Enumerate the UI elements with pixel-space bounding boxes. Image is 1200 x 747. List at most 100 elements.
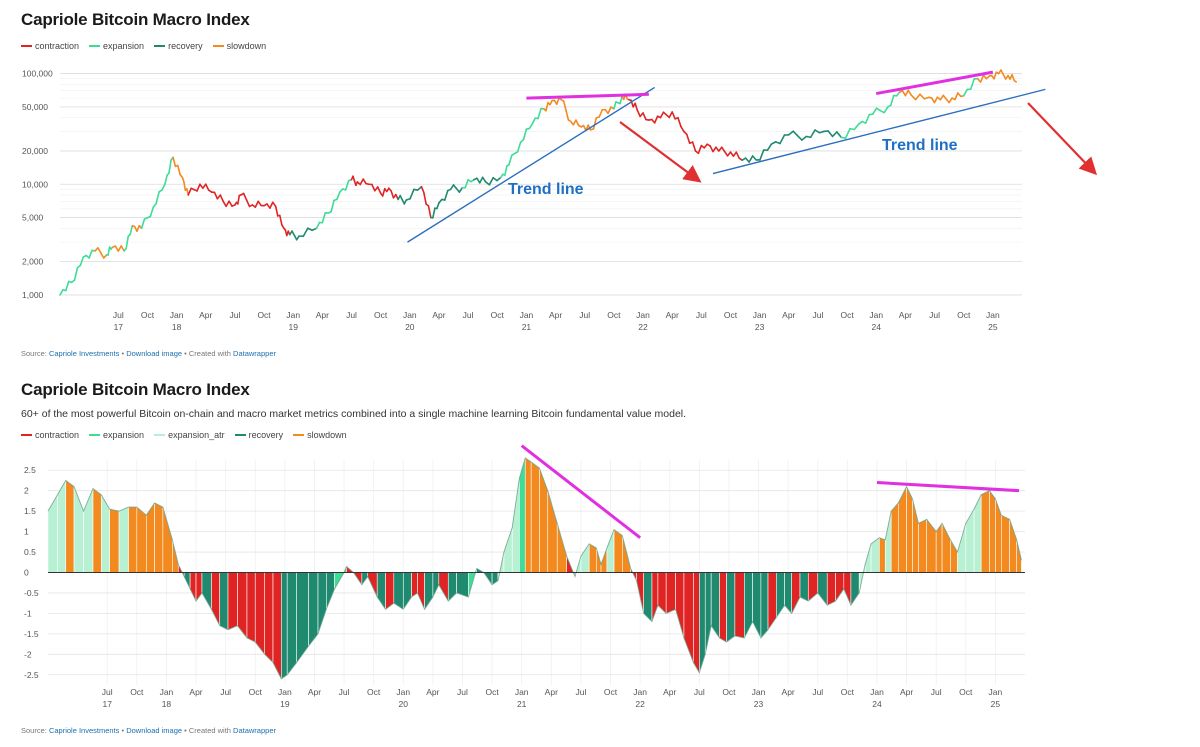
- chart2-legend: contraction expansion expansion_atr reco…: [21, 430, 347, 440]
- price-segment: [787, 130, 794, 136]
- price-segment: [79, 256, 85, 267]
- download-image-link[interactable]: Download image: [126, 726, 183, 735]
- price-segment: [117, 245, 123, 252]
- legend-item-expansion[interactable]: expansion: [89, 430, 144, 440]
- legend-item-slowdown[interactable]: slowdown: [293, 430, 347, 440]
- source-link[interactable]: Capriole Investments: [48, 726, 120, 735]
- price-segment: [225, 200, 230, 208]
- y-tick-label: 2,000: [22, 257, 44, 267]
- price-segment: [120, 245, 125, 252]
- source-link[interactable]: Capriole Investments: [48, 349, 120, 358]
- trend-line-2: [712, 88, 1046, 175]
- price-segment: [107, 246, 111, 256]
- x-tick-year: 19: [280, 699, 290, 709]
- x-tick-year: 17: [114, 322, 124, 332]
- index-area-segment: [227, 572, 238, 631]
- download-image-link[interactable]: Download image: [126, 349, 183, 358]
- index-area-segment: [136, 506, 147, 573]
- x-tick-label: Apr: [545, 687, 558, 697]
- datawrapper-link[interactable]: Datawrapper: [233, 726, 276, 735]
- index-area-segment: [417, 572, 425, 610]
- index-area-segment: [556, 523, 567, 573]
- x-tick-year: 20: [399, 699, 409, 709]
- index-area-segment: [264, 572, 274, 664]
- price-segment: [371, 183, 376, 192]
- price-segment: [709, 145, 714, 153]
- price-segment: [659, 111, 665, 119]
- price-segment: [272, 201, 277, 208]
- index-area-segment: [580, 542, 590, 573]
- legend-item-recovery[interactable]: recovery: [234, 430, 283, 440]
- price-segment: [257, 200, 262, 207]
- legend-item-contraction[interactable]: contraction: [21, 41, 79, 51]
- price-segment: [779, 134, 786, 145]
- y-tick-label: 1: [24, 527, 29, 537]
- price-segment: [792, 130, 799, 137]
- chart2-source: Source: Capriole Investments • Download …: [21, 726, 276, 735]
- chart1-legend: contraction expansion recovery slowdown: [21, 41, 266, 51]
- index-outline: [47, 457, 1022, 680]
- x-tick-label: Jan: [286, 310, 300, 320]
- price-segment: [969, 78, 975, 91]
- price-segment: [65, 280, 70, 292]
- datawrapper-link[interactable]: Datawrapper: [233, 349, 276, 358]
- price-segment: [279, 214, 283, 226]
- y-tick-label: 0: [24, 568, 29, 578]
- index-area-segment: [530, 461, 540, 573]
- price-segment: [871, 107, 878, 115]
- x-tick-label: Oct: [130, 687, 144, 697]
- index-area-segment: [246, 572, 256, 643]
- legend-item-recovery[interactable]: recovery: [154, 41, 203, 51]
- downtrend-line-1: [520, 444, 642, 539]
- x-tick-year: 22: [635, 699, 645, 709]
- legend-item-expansion-atr[interactable]: expansion_atr: [154, 430, 225, 440]
- y-tick-label: -2: [24, 649, 32, 659]
- price-segment: [436, 201, 440, 210]
- price-segment: [88, 249, 93, 259]
- price-segment: [883, 106, 889, 114]
- x-tick-label: Oct: [604, 687, 618, 697]
- price-segment: [516, 141, 522, 153]
- index-area-segment: [201, 572, 212, 611]
- x-tick-year: 20: [405, 322, 415, 332]
- index-area-segment: [879, 537, 886, 573]
- price-segment: [634, 102, 639, 111]
- price-segment: [531, 117, 536, 125]
- index-area-segment: [109, 508, 120, 573]
- price-segment: [844, 127, 851, 139]
- price-segment: [864, 113, 871, 124]
- price-segment: [213, 191, 219, 200]
- index-area-segment: [317, 572, 327, 634]
- legend-item-contraction[interactable]: contraction: [21, 430, 79, 440]
- index-area-segment: [989, 489, 996, 573]
- index-area-segment: [950, 538, 958, 573]
- price-segment: [836, 131, 843, 139]
- x-tick-label: Jan: [986, 310, 1000, 320]
- y-tick-label: 50,000: [22, 102, 48, 112]
- price-segment: [336, 191, 341, 201]
- price-segment: [993, 71, 998, 80]
- index-area-segment: [926, 518, 937, 573]
- y-tick-label: 2: [24, 486, 29, 496]
- x-tick-year: 21: [522, 322, 532, 332]
- price-segment: [723, 150, 729, 157]
- chart2-title: Capriole Bitcoin Macro Index: [21, 380, 250, 399]
- price-segment: [545, 101, 549, 112]
- index-area-segment: [675, 572, 685, 639]
- price-segment: [242, 192, 248, 201]
- y-tick-label: 20,000: [22, 146, 48, 156]
- price-segment: [671, 111, 676, 120]
- x-tick-label: Jul: [694, 687, 705, 697]
- index-area-segment: [1009, 519, 1018, 573]
- price-segment: [291, 230, 296, 237]
- price-segment: [575, 119, 580, 127]
- price-segment: [362, 178, 367, 185]
- price-segment: [890, 94, 895, 106]
- index-area-segment: [995, 498, 1002, 573]
- legend-item-expansion[interactable]: expansion: [89, 41, 144, 51]
- price-segment: [712, 146, 717, 153]
- legend-item-slowdown[interactable]: slowdown: [212, 41, 266, 51]
- index-area-segment: [906, 486, 913, 573]
- price-segment: [376, 186, 382, 195]
- x-tick-year: 17: [102, 699, 112, 709]
